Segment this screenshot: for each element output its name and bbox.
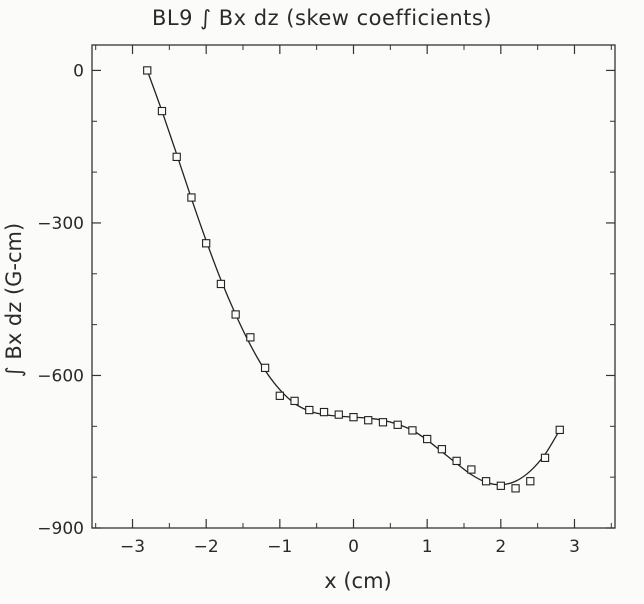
data-point — [511, 484, 520, 493]
data-point — [290, 396, 299, 406]
data-point — [157, 106, 167, 116]
x-tick-label: 2 — [495, 537, 506, 557]
data-point — [467, 465, 476, 474]
x-axis-label: x (cm) — [324, 569, 392, 593]
data-point — [246, 333, 255, 342]
y-tick-label: −300 — [37, 214, 84, 234]
data-point — [260, 363, 270, 372]
data-point — [393, 420, 402, 429]
y-tick-label: −900 — [37, 519, 84, 539]
y-tick-label: 0 — [73, 61, 84, 81]
fit-curve — [146, 70, 561, 486]
x-tick-label: 1 — [422, 537, 433, 557]
data-point — [496, 481, 505, 490]
data-point — [172, 152, 181, 162]
data-point — [275, 391, 284, 400]
data-point — [364, 416, 373, 425]
data-point — [187, 193, 196, 202]
plot-frame — [91, 44, 616, 529]
data-point — [334, 410, 343, 419]
data-point — [526, 477, 535, 486]
chart-title: BL9 ∫ Bx dz (skew coefficients) — [151, 6, 493, 30]
data-point — [437, 445, 447, 454]
data-point — [349, 413, 358, 422]
x-tick-label: −3 — [120, 537, 145, 557]
data-point — [408, 426, 417, 435]
x-tick-label: −2 — [194, 537, 219, 557]
data-point — [481, 477, 491, 486]
data-point — [540, 453, 550, 462]
data-point — [319, 407, 329, 417]
x-tick-label: 0 — [348, 537, 359, 557]
data-point — [555, 425, 564, 435]
data-point — [378, 418, 388, 427]
data-point — [305, 405, 314, 415]
x-tick-label: −1 — [267, 537, 292, 557]
x-tick-label: 3 — [569, 537, 580, 557]
y-axis-label: ∫ Bx dz (G-cm) — [2, 222, 26, 378]
data-point — [452, 456, 461, 466]
data-point — [202, 239, 211, 248]
data-point — [143, 66, 152, 75]
y-tick-label: −600 — [37, 366, 84, 386]
data-point — [216, 279, 226, 289]
data-point — [231, 310, 240, 319]
data-point — [423, 434, 432, 444]
